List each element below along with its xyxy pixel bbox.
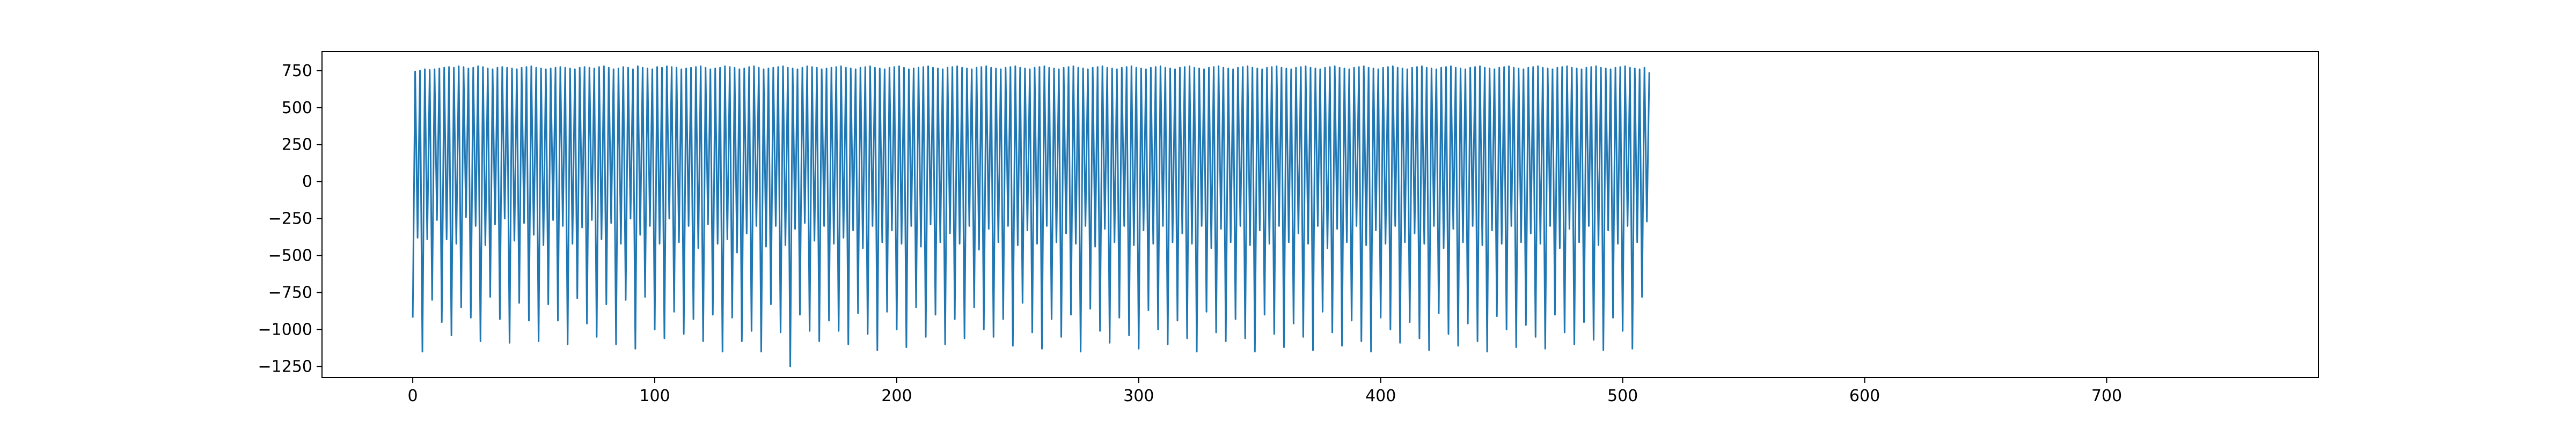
y-tick-label: 500 (282, 99, 312, 117)
x-tick-label: 600 (1849, 387, 1880, 405)
y-tick-label: 750 (282, 62, 312, 80)
x-tick-label: 700 (2091, 387, 2122, 405)
y-tick-label: −750 (268, 283, 312, 302)
series-layer (412, 65, 1650, 367)
series-line-0 (412, 65, 1650, 367)
x-tick-label: 500 (1607, 387, 1638, 405)
y-tick-label: −1000 (258, 320, 312, 339)
y-tick-label: 0 (302, 173, 312, 191)
x-axis: 0 100 200 300 400 500 600 700 (408, 378, 2122, 405)
x-tick-label: 200 (881, 387, 912, 405)
y-tick-label: 250 (282, 136, 312, 154)
x-tick-label: 0 (408, 387, 418, 405)
x-tick-label: 100 (639, 387, 670, 405)
x-tick-label: 300 (1123, 387, 1154, 405)
y-tick-label: −1250 (258, 357, 312, 376)
y-axis: −1250 −1000 −750 −500 −250 0 250 500 750 (258, 62, 322, 376)
y-tick-label: −250 (268, 210, 312, 228)
y-tick-label: −500 (268, 247, 312, 265)
x-tick-label: 400 (1365, 387, 1396, 405)
plot-frame (321, 51, 2319, 378)
